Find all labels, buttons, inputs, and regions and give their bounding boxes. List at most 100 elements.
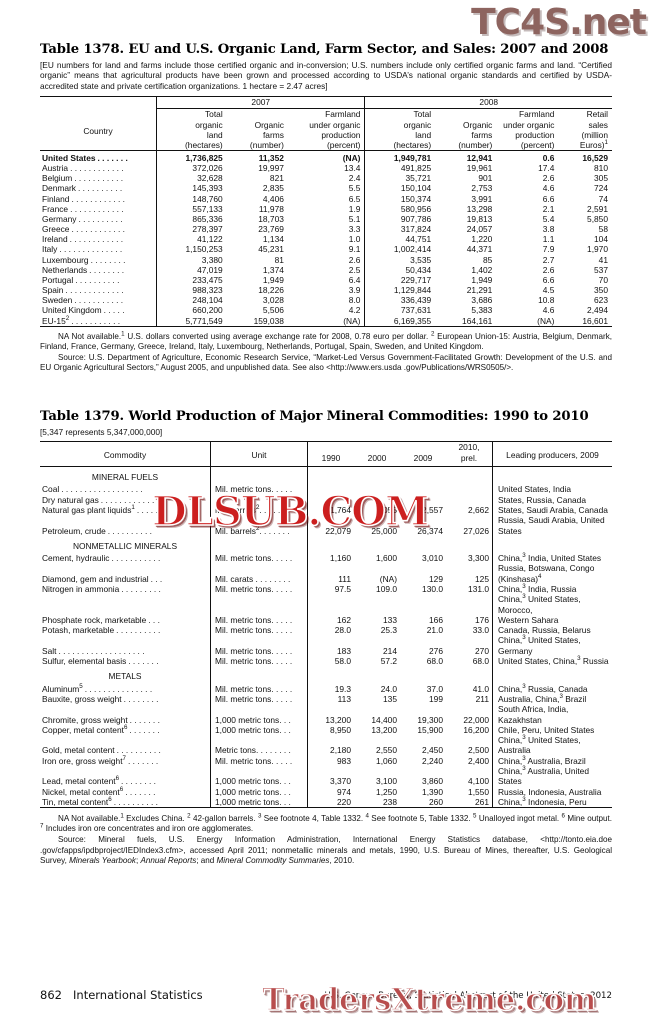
cell-value: 0.6 xyxy=(542,153,555,163)
cell-y2009: 26,374 xyxy=(417,525,443,536)
cell-value: 3,028 xyxy=(262,295,284,306)
cell-country: France. . . . . . . . . . . . xyxy=(42,203,124,214)
table-row: Sulfur, elemental basis. . . . . . . Mil.… xyxy=(40,656,612,667)
cell-unit: Mil. metric tons. . . . . xyxy=(210,553,308,564)
cell-commodity: Diamond, gem and industrial. . . xyxy=(42,573,163,584)
cell-value: 5.1 xyxy=(348,213,361,224)
cell-value: 821 xyxy=(269,173,284,184)
spacer-cell xyxy=(400,594,446,615)
cell-value: 19,813 xyxy=(466,213,493,224)
table-row: Greece. . . . . . . . . . . . 278,397 23,7… xyxy=(40,224,612,235)
cell-value: 1,736,825 xyxy=(156,150,227,164)
cell-value: 1,949 xyxy=(262,274,284,285)
table-row: United Kingdom. . . . . 660,200 5,506 4.2 73… xyxy=(40,305,612,316)
cell-y1990: 97.5 xyxy=(307,584,354,595)
spacer-cell xyxy=(492,666,612,684)
cell-commodity: Lead, metal content6. . . . . . . . xyxy=(42,775,156,787)
cell-y2000: 3,100 xyxy=(376,776,397,787)
cell-y2009: 68.0 xyxy=(426,656,443,667)
cell-y2010: 16,200 xyxy=(463,724,489,735)
cell-y2010 xyxy=(446,495,493,505)
header-organic-farms-2008: Organic farms (number) xyxy=(458,119,493,150)
cell-value: 13.4 xyxy=(344,163,361,174)
cell-leading-producers: China,3 Russia, Canada xyxy=(492,683,612,694)
cell-value: 1.0 xyxy=(348,234,361,245)
table-row: Copper, metal content6. . . . . . . 1,000… xyxy=(40,724,612,736)
cell-y1990: 220 xyxy=(307,796,354,808)
cell-unit: Mil. barrels2. . . . . . . xyxy=(210,515,308,536)
cell-value: 17.4 xyxy=(538,163,555,174)
cell-commodity: Phosphate rock, marketable. . . xyxy=(42,614,160,625)
cell-value: 2.6 xyxy=(348,254,361,265)
cell-unit: Metric tons. . . . . . . . xyxy=(210,735,308,756)
cell-country: Ireland. . . . . . . . . . . . xyxy=(42,234,124,245)
cell-y1990 xyxy=(307,494,354,505)
section-title: METALS xyxy=(108,671,142,682)
cell-y2010: 270 xyxy=(475,645,489,656)
cell-value: 2.6 xyxy=(542,264,555,275)
cell-y1990: 19.3 xyxy=(307,683,354,694)
cell-value: 1,002,414 xyxy=(364,244,436,255)
cell-value: 41 xyxy=(598,254,608,265)
source-italic-2: Annual Reports xyxy=(140,855,197,865)
cell-value: 1,150,253 xyxy=(156,244,227,255)
header-2000: 2000 xyxy=(367,452,387,463)
cell-y2010: 41.0 xyxy=(472,683,489,694)
cell-value: 12,941 xyxy=(466,153,493,163)
spacer-cell xyxy=(492,466,612,485)
header-group-2007: 2007 xyxy=(156,96,365,110)
cell-y2009 xyxy=(400,484,446,494)
source-italic-1: Minerals Yearbook xyxy=(69,855,136,865)
cell-country: Greece. . . . . . . . . . . . xyxy=(42,224,125,235)
table-1379-title: Table 1379. World Production of Major Mi… xyxy=(40,409,589,425)
header-commodity: Commodity xyxy=(103,449,147,460)
cell-value: 24,057 xyxy=(466,224,493,235)
table-1378-source-paragraph: Source: U.S. Department of Agriculture, … xyxy=(40,353,612,373)
cell-value: 233,475 xyxy=(156,274,227,286)
cell-value: 18,226 xyxy=(258,285,284,296)
cell-y1990: 1,160 xyxy=(307,553,354,564)
table-row: Phosphate rock, marketable. . . Mil. metr… xyxy=(40,614,612,626)
cell-value: 901 xyxy=(478,173,493,184)
cell-value: 7.9 xyxy=(542,244,555,255)
cell-value: 907,786 xyxy=(364,213,436,225)
header-2009: 2009 xyxy=(413,452,433,463)
cell-value: 85 xyxy=(483,254,493,265)
cell-unit: Mil. metric tons. . . . . xyxy=(210,755,308,767)
cell-commodity: Natural gas plant liquids1. . . . . xyxy=(42,504,158,515)
cell-y2009: 2,557 xyxy=(422,504,443,515)
cell-leading-producers: China,3 India, United States xyxy=(492,553,612,564)
cell-commodity: Iron ore, gross weight7. . . . . . . xyxy=(42,754,159,766)
cell-y1990: 983 xyxy=(307,755,354,767)
cell-unit: 1,000 metric tons. . . xyxy=(210,704,308,725)
header-group-2008: 2008 xyxy=(364,96,612,110)
table-row: Iron ore, gross weight7. . . . . . . Mil.… xyxy=(40,754,612,767)
cell-commodity: Chromite, gross weight. . . . . . . xyxy=(42,714,160,725)
cell-value: (NA) xyxy=(343,315,361,326)
cell-commodity: Aluminum5. . . . . . . . . . . . . . . xyxy=(42,682,153,694)
na-note-1379: NA Not available. xyxy=(58,814,121,824)
cell-value: 10.8 xyxy=(538,295,555,306)
page-footer: 862 International Statistics U.S. Census… xyxy=(40,988,612,1002)
page-number: 862 xyxy=(40,988,62,1002)
table-1379-footnote-paragraph: NA Not available.1 Excludes China. 2 42-… xyxy=(40,812,612,834)
cell-value: 623 xyxy=(594,295,608,306)
cell-y2000: 133 xyxy=(383,614,397,625)
cell-value: 4.6 xyxy=(542,183,555,194)
cell-y2009: 276 xyxy=(429,645,443,656)
cell-country: United Kingdom. . . . . xyxy=(42,305,125,316)
cell-value: 18,703 xyxy=(258,213,284,224)
cell-y1990: 162 xyxy=(307,614,354,626)
table-row: Petroleum, crude. . . . . . . . . . Mil. … xyxy=(40,515,612,536)
cell-value: 1.1 xyxy=(542,234,555,245)
table-row: Portugal. . . . . . . . . . 233,475 1,949 6… xyxy=(40,274,612,286)
cell-country: EU-152. . . . . . . . . . . xyxy=(42,314,121,326)
cell-commodity: Sulfur, elemental basis. . . . . . . xyxy=(42,656,159,667)
cell-value: 537 xyxy=(594,264,608,275)
cell-unit: 1,000 metric tons. . . xyxy=(210,724,308,736)
table-row: EU-152. . . . . . . . . . . 5,771,549 159,… xyxy=(40,314,612,327)
header-farmland-pct-2007: Farmland under organic production (perce… xyxy=(309,109,361,150)
cell-y2009: 129 xyxy=(429,573,443,584)
cell-value: 70 xyxy=(598,274,608,285)
cell-y2000: (NA) xyxy=(379,573,397,584)
